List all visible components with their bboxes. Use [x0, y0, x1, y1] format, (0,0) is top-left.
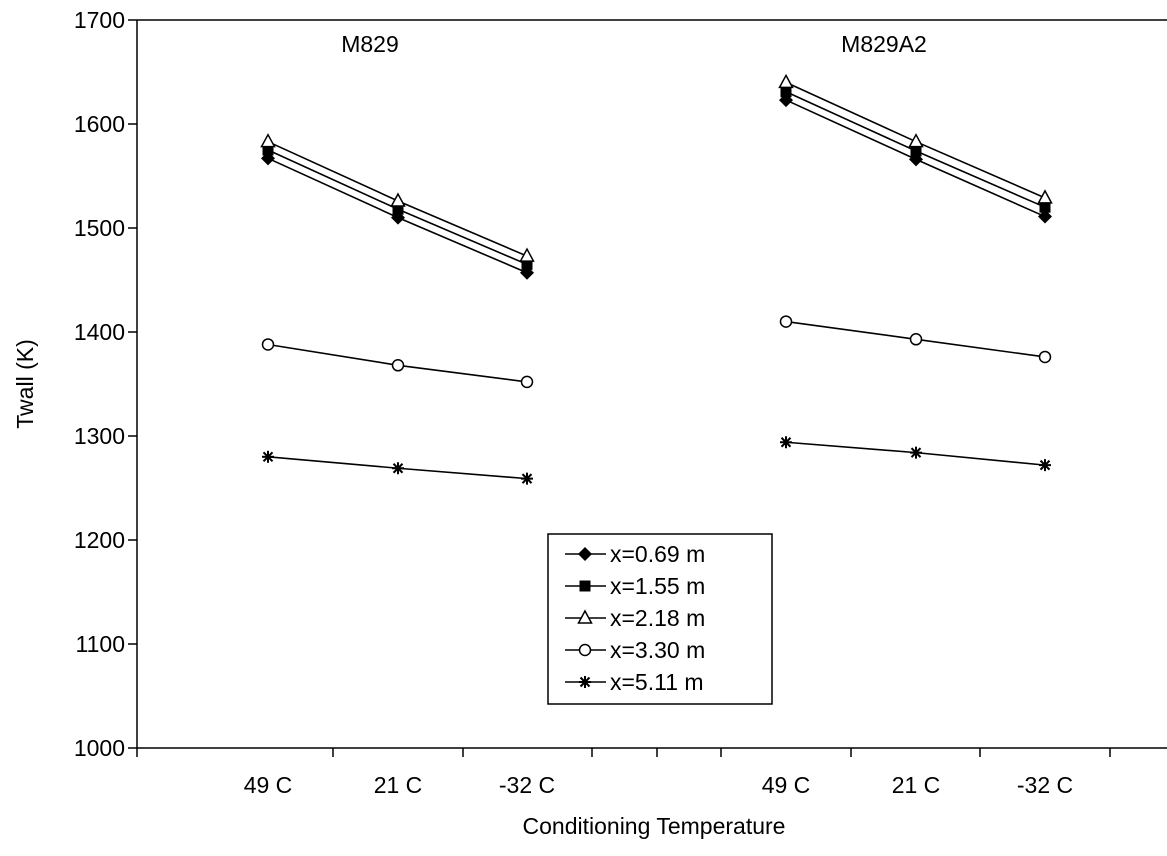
marker-asterisk: [262, 450, 274, 463]
legend-item: x=2.18 m: [565, 605, 705, 631]
marker-diamond: [578, 547, 592, 561]
legend-item: x=1.55 m: [565, 573, 705, 599]
x-tick-label: 49 C: [244, 772, 293, 798]
marker-asterisk-stroke: [262, 451, 274, 463]
group-label: M829: [341, 31, 399, 57]
marker-circle: [261, 338, 275, 351]
marker-circle: [391, 359, 405, 372]
legend-label: x=1.55 m: [610, 573, 705, 599]
marker-square: [910, 145, 922, 157]
series: [780, 436, 1051, 472]
marker-circle: [779, 315, 793, 328]
series: [780, 86, 1051, 213]
legend-item: x=0.69 m: [565, 541, 705, 567]
marker-square: [521, 258, 533, 270]
marker-asterisk: [780, 436, 792, 449]
legend-label: x=3.30 m: [610, 637, 705, 663]
legend-item: x=3.30 m: [565, 637, 705, 663]
y-tick-label: 1500: [74, 215, 125, 241]
marker-asterisk: [579, 676, 591, 688]
marker-circle: [578, 643, 592, 657]
series: [262, 144, 533, 270]
axes: 1000 1100 1200 1300 1400 1500 1600 1700: [74, 7, 1167, 761]
y-tick-label: 1700: [74, 7, 125, 33]
series: [779, 315, 1052, 364]
y-tick-label: 1400: [74, 319, 125, 345]
x-tick-label: 21 C: [374, 772, 423, 798]
marker-square: [262, 144, 274, 156]
marker-square: [579, 580, 591, 592]
legend-item: x=5.11 m: [565, 669, 704, 695]
group-m829a2: M829A2 49 C 21 C -32 C: [762, 31, 1073, 798]
marker-asterisk-stroke: [392, 463, 404, 474]
marker-square: [1039, 201, 1051, 213]
marker-triangle: [908, 133, 924, 148]
marker-triangle: [1037, 189, 1053, 204]
marker-triangle: [577, 609, 593, 624]
series: [261, 338, 534, 389]
marker-asterisk-stroke: [521, 473, 533, 484]
marker-circle: [909, 333, 923, 346]
marker-circle: [520, 375, 534, 389]
x-axis-title: Conditioning Temperature: [523, 813, 786, 839]
x-tick-label: 21 C: [892, 772, 941, 798]
y-tick-label: 1300: [74, 423, 125, 449]
marker-square: [780, 86, 792, 98]
y-tick-label: 1600: [74, 111, 125, 137]
group-label: M829A2: [841, 31, 927, 57]
legend-label: x=2.18 m: [610, 605, 705, 631]
legend-label: x=5.11 m: [610, 669, 704, 695]
marker-asterisk: [521, 472, 533, 485]
marker-square: [392, 203, 404, 215]
group-m829: M829 49 C 21 C -32 C: [244, 31, 555, 798]
series: [261, 151, 534, 280]
marker-triangle: [390, 192, 406, 207]
marker-asterisk: [1039, 459, 1051, 472]
series: [262, 450, 533, 485]
series-layer: M829 49 C 21 C -32 C M829A2 49 C 21 C -32 C: [244, 31, 1073, 798]
marker-triangle: [778, 73, 794, 89]
legend: x=0.69 m x=1.55 m x=2.18 m x=3.30 m x=5.11 m: [547, 533, 773, 705]
marker-asterisk-stroke: [579, 676, 591, 688]
x-tick-label: -32 C: [499, 772, 555, 798]
marker-asterisk: [910, 446, 922, 459]
y-tick-label: 1200: [74, 527, 125, 553]
marker-diamond: [1038, 209, 1052, 224]
marker-asterisk-stroke: [780, 437, 792, 448]
y-axis-title: Twall (K): [12, 339, 38, 428]
x-tick-label: 49 C: [762, 772, 811, 798]
marker-asterisk: [392, 462, 404, 475]
y-tick-label: 1000: [74, 735, 125, 761]
marker-asterisk-stroke: [1039, 459, 1051, 471]
marker-circle: [1038, 350, 1052, 364]
x-tick-label: -32 C: [1017, 772, 1073, 798]
marker-triangle: [519, 247, 535, 262]
series: [260, 133, 535, 262]
y-tick-label: 1100: [76, 631, 125, 657]
marker-asterisk-stroke: [910, 447, 922, 458]
series: [778, 73, 1053, 204]
marker-triangle: [260, 133, 276, 148]
series: [779, 93, 1052, 224]
legend-label: x=0.69 m: [610, 541, 705, 567]
